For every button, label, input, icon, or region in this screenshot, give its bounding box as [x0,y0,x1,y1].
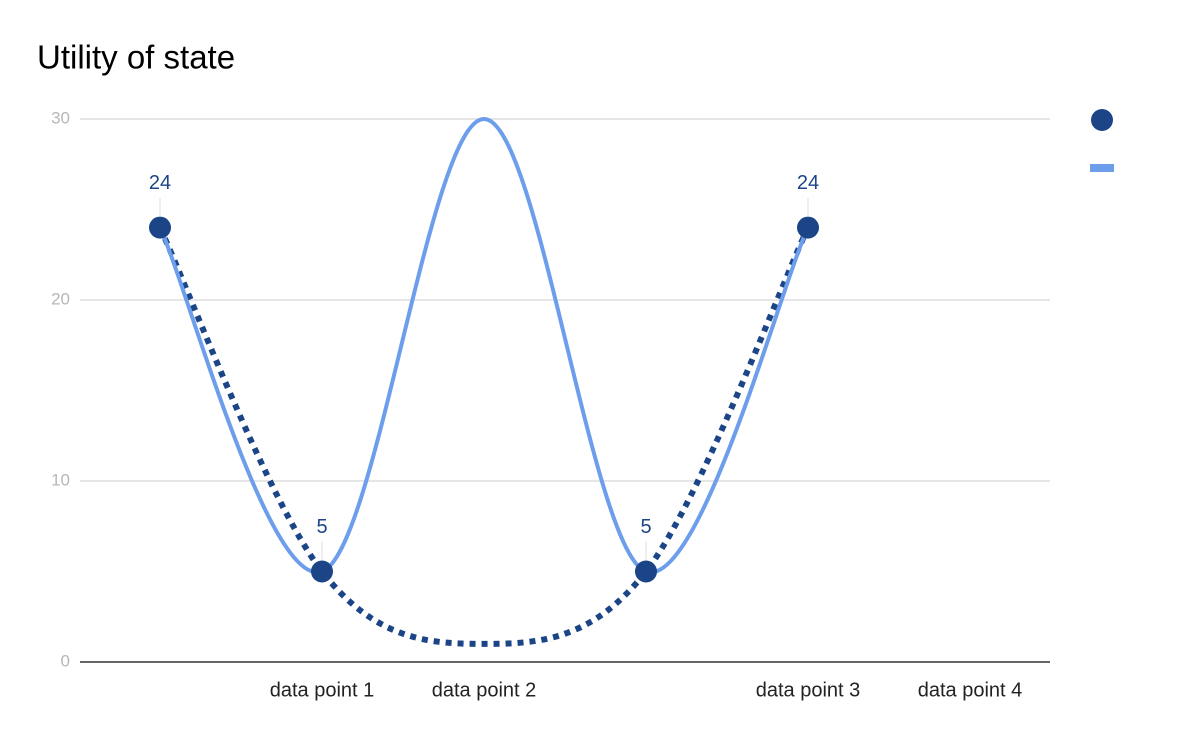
x-tick-label: data point 3 [756,679,861,701]
data-point [635,560,657,583]
chart-title: Utility of state [37,39,235,76]
legend-symbol [1091,109,1113,131]
data-point [311,560,333,583]
y-tick-label: 10 [51,470,70,489]
legend-symbol [1090,164,1114,172]
data-point [797,216,819,239]
x-tick-label: data point 1 [270,679,375,701]
data-label: 5 [316,516,327,538]
data-label: 24 [149,172,171,194]
data-point [149,216,171,239]
y-tick-label: 20 [51,289,70,308]
data-label: 5 [640,516,651,538]
x-tick-label: data point 2 [432,679,537,701]
data-label: 24 [797,172,819,194]
y-tick-label: 30 [51,108,70,127]
series-line [158,116,810,574]
y-tick-label: 0 [61,651,70,670]
trendline [157,226,811,647]
x-tick-label: data point 4 [918,679,1023,701]
